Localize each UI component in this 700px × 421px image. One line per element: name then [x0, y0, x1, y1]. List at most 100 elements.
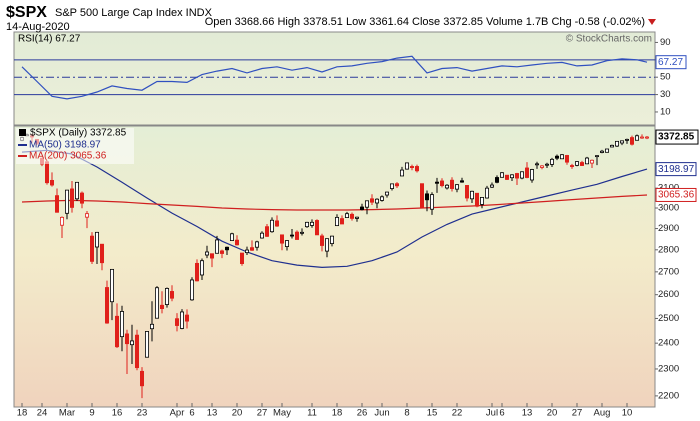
candle-body: [449, 179, 454, 189]
candle-body: [159, 304, 164, 310]
candle-body: [504, 174, 509, 180]
candle-body: [65, 189, 70, 214]
candle-body: [635, 135, 640, 141]
candle-body: [520, 171, 525, 179]
candle-body: [304, 221, 309, 228]
candle-body: [50, 179, 55, 186]
x-tick-label: 24: [37, 408, 48, 419]
candle-body: [394, 183, 399, 187]
candle-body: [344, 213, 349, 218]
candle-body: [55, 195, 60, 213]
candle-body: [274, 220, 279, 227]
down-arrow: [648, 19, 656, 25]
x-tick-label: 20: [547, 408, 558, 419]
candle-body: [434, 181, 439, 184]
candle-body: [179, 311, 184, 329]
candle-body: [369, 198, 374, 203]
ma-last-label-box: [655, 187, 697, 202]
x-tick-label: 18: [17, 408, 28, 419]
rsi-last-label-box: [655, 55, 687, 70]
legend-entry: MA(50) 3198.97: [29, 140, 101, 151]
candle-body: [509, 174, 514, 179]
candle-body: [314, 220, 319, 236]
rsi-tick-label: 50: [660, 72, 671, 83]
x-tick-label: 27: [257, 408, 268, 419]
y-tick-label: 2200: [658, 390, 679, 401]
candle-body: [45, 161, 50, 184]
rsi-label: RSI(14) 67.27: [18, 34, 81, 45]
x-tick-label: 13: [522, 408, 533, 419]
candle-body: [105, 287, 110, 324]
x-tick-label: 8: [404, 408, 409, 419]
candle-body: [620, 140, 625, 144]
candle-body: [284, 240, 289, 247]
candle-body: [164, 288, 169, 305]
candle-body: [484, 187, 489, 199]
candle-body: [75, 181, 80, 200]
candle-body: [474, 192, 479, 207]
candle-body: [139, 370, 144, 387]
candle-body: [605, 148, 610, 153]
candle-body: [560, 154, 565, 160]
candle-body: [224, 246, 229, 251]
y-tick-label: 2700: [658, 266, 679, 277]
candle-body: [585, 157, 590, 165]
candle-body: [439, 180, 444, 187]
x-tick-label: 23: [137, 408, 148, 419]
candle-body: [499, 172, 504, 178]
candle-body: [625, 138, 630, 141]
candle-body: [575, 161, 580, 166]
candle-body: [565, 155, 570, 163]
candle-body: [404, 162, 409, 170]
moving-average: [21, 149, 648, 269]
rsi-tick-label: 10: [660, 106, 671, 117]
candle-body: [324, 238, 329, 252]
candle-body: [194, 262, 199, 282]
candle-body: [600, 150, 605, 153]
candle-body: [294, 231, 299, 240]
y-tick-label: 2500: [658, 313, 679, 324]
legend-bg: [16, 128, 134, 164]
candle-body: [339, 218, 344, 225]
candle-body: [249, 247, 254, 251]
candle-body: [90, 235, 95, 262]
candle-body: [199, 260, 204, 276]
candle-body: [334, 216, 339, 227]
candle-body: [535, 163, 540, 166]
candle-body: [630, 137, 635, 145]
copyright: © StockCharts.com: [566, 34, 652, 45]
candle-body: [479, 197, 484, 205]
candle-body: [120, 311, 125, 338]
candle-body: [444, 184, 449, 189]
candle-body: [95, 231, 100, 248]
candle-body: [545, 163, 550, 166]
candle-body: [374, 198, 379, 204]
candle-body: [154, 287, 159, 319]
candle-body: [384, 191, 389, 196]
candle-body: [244, 249, 249, 254]
ma-last-label: 3065.36: [658, 190, 695, 201]
x-tick-label: 6: [189, 408, 194, 419]
candle-body: [550, 158, 555, 165]
rsi-last-label: 67.27: [658, 57, 683, 68]
candle-body: [615, 140, 620, 147]
candle-body: [349, 213, 354, 219]
candle-body: [80, 192, 85, 204]
x-tick-label: 6: [499, 408, 504, 419]
candle-body: [254, 241, 259, 248]
candle-body: [60, 216, 65, 226]
candle-body: [85, 213, 90, 218]
candle-body: [299, 231, 304, 234]
candle-body: [459, 180, 464, 183]
rsi-line: [21, 55, 648, 100]
legend-swatch: [19, 129, 26, 136]
y-tick-label: 2800: [658, 244, 679, 255]
y-tick-label: 2300: [658, 363, 679, 374]
candle-body: [144, 331, 149, 358]
candle-body: [309, 221, 314, 226]
last-close-label: 3372.85: [658, 132, 695, 143]
candle-body: [640, 136, 645, 139]
candle-body: [169, 291, 174, 299]
x-tick-label: Jun: [374, 408, 389, 419]
